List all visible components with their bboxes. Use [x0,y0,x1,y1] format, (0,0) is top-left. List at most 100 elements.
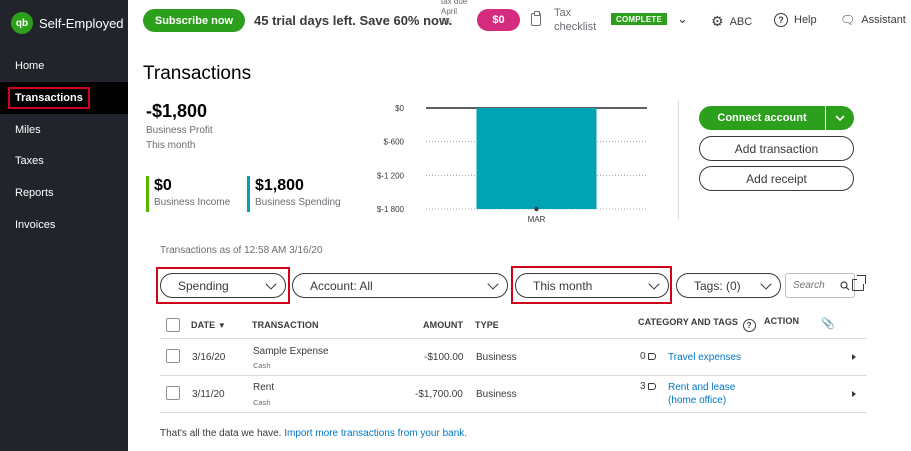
row-account: Cash [253,398,271,407]
account-filter-dropdown[interactable]: Account: All [292,273,508,298]
gear-icon: ⚙ [711,13,724,29]
add-receipt-button[interactable]: Add receipt [699,166,854,191]
brand[interactable]: qb Self-Employed [0,0,128,46]
settings-button[interactable]: ⚙ ABC [711,13,752,30]
connect-account-button[interactable]: Connect account [699,106,854,130]
tag-count: 0 [640,351,646,362]
sidebar-item-invoices[interactable]: Invoices [0,209,128,241]
sidebar-item-reports[interactable]: Reports [0,177,128,209]
row-amount: -$100.00 [424,352,464,363]
quickbooks-logo: qb [11,12,33,34]
spending-label: Business Spending [255,197,341,208]
chart-bar[interactable] [476,108,597,209]
row-checkbox[interactable] [166,386,180,400]
subscribe-button[interactable]: Subscribe now [143,9,245,32]
row-amount: -$1,700.00 [415,389,463,400]
profit-label: Business Profit [146,125,213,136]
highlight-frame [511,266,672,304]
row-transaction-name: Sample Expense [253,346,329,357]
sidebar: qb Self-Employed Home Transactions Miles… [0,0,128,451]
search-box [785,273,855,298]
status-badge: COMPLETE [611,13,667,25]
row-category-link[interactable]: Travel expenses [668,352,741,363]
tags-filter-value: Tags: (0) [694,278,741,293]
y-tick-label: $-1 200 [377,171,405,180]
income-summary: $0 Business Income [146,176,230,212]
sidebar-item-home[interactable]: Home [0,50,128,82]
trial-message: 45 trial days left. Save 60% now. [254,13,453,28]
y-tick-label: $-600 [384,138,405,147]
transaction-column-header: TRANSACTION [252,320,319,330]
row-date: 3/11/20 [192,389,225,400]
assistant-label: Assistant [861,14,906,26]
row-tag-count: 3 [640,381,656,392]
add-transaction-button[interactable]: Add transaction [699,136,854,161]
help-icon: ? [774,13,788,27]
select-all-checkbox[interactable] [166,318,180,332]
sidebar-item-label: Taxes [15,155,44,167]
chat-icon: 🗨 [840,13,856,27]
tag-count: 3 [640,381,646,392]
sidebar-item-label: Reports [15,187,54,199]
row-type: Business [476,352,517,363]
as-of-timestamp: Transactions as of 12:58 AM 3/16/20 [160,245,323,256]
row-divider [160,338,867,339]
help-label: Help [794,14,817,26]
tax-due-label: tax due April 15: [441,0,468,26]
footer-message: That's all the data we have. Import more… [160,428,467,439]
sidebar-item-label: Transactions [8,87,90,109]
action-column-header: ACTION [764,316,800,326]
date-column-header[interactable]: DATE ▼ [191,320,226,330]
row-checkbox[interactable] [166,349,180,363]
search-input[interactable] [793,280,837,291]
export-icon[interactable] [852,275,866,291]
help-icon[interactable]: ? [742,319,756,332]
row-category-link[interactable]: Rent and lease [668,382,736,393]
footer-text: That's all the data we have. [160,428,282,439]
row-type: Business [476,389,517,400]
sort-down-icon: ▼ [217,321,226,330]
brand-name: Self-Employed [39,15,124,31]
spending-summary: $1,800 Business Spending [247,176,341,212]
tag-icon [647,383,656,390]
chevron-right-icon[interactable] [852,391,856,397]
sidebar-item-label: Invoices [15,219,56,231]
chevron-right-icon[interactable] [852,354,856,360]
amount-column-header: AMOUNT [423,320,464,330]
row-date: 3/16/20 [192,352,226,363]
account-filter-value: Account: All [310,278,373,293]
top-bar: Subscribe now 45 trial days left. Save 6… [128,0,911,46]
paperclip-icon: 📎 [821,318,835,330]
row-category-detail[interactable]: (home office) [668,395,727,406]
chevron-down-icon[interactable]: ⌄ [677,11,688,26]
tax-checklist-link[interactable]: Tax checklist [554,7,597,33]
spending-chart: $0 $-600 $-1 200 $-1 800 MAR [377,104,647,224]
row-divider [160,412,867,413]
sidebar-item-transactions[interactable]: Transactions [0,82,128,114]
x-tick-label: MAR [528,215,546,224]
import-transactions-link[interactable]: Import more transactions from your bank. [284,428,468,439]
profit-value: -$1,800 [146,101,208,121]
chevron-down-icon [487,277,499,290]
tags-filter-dropdown[interactable]: Tags: (0) [676,273,781,298]
page-title: Transactions [143,63,252,84]
clipboard-icon [531,11,541,26]
y-tick-label: $0 [395,104,404,113]
search-icon[interactable] [840,280,850,291]
tax-due-badge[interactable]: $0 [477,9,520,31]
chevron-down-icon[interactable] [825,106,854,130]
type-filter-dropdown[interactable]: Spending [160,273,286,298]
sidebar-item-miles[interactable]: Miles [0,114,128,146]
category-header-label: CATEGORY AND TAGS [638,317,739,327]
sidebar-item-taxes[interactable]: Taxes [0,145,128,177]
period-filter-dropdown[interactable]: This month [515,273,669,298]
sidebar-item-label: Miles [15,124,41,136]
type-column-header: TYPE [475,320,499,330]
help-button[interactable]: ? Help [774,13,817,27]
type-filter-value: Spending [178,278,229,293]
assistant-button[interactable]: 🗨 Assistant [840,13,906,27]
period-filter-value: This month [533,278,593,293]
category-column-header: CATEGORY AND TAGS ? [638,317,756,332]
sidebar-item-label: Home [15,60,45,72]
user-label: ABC [729,15,753,28]
